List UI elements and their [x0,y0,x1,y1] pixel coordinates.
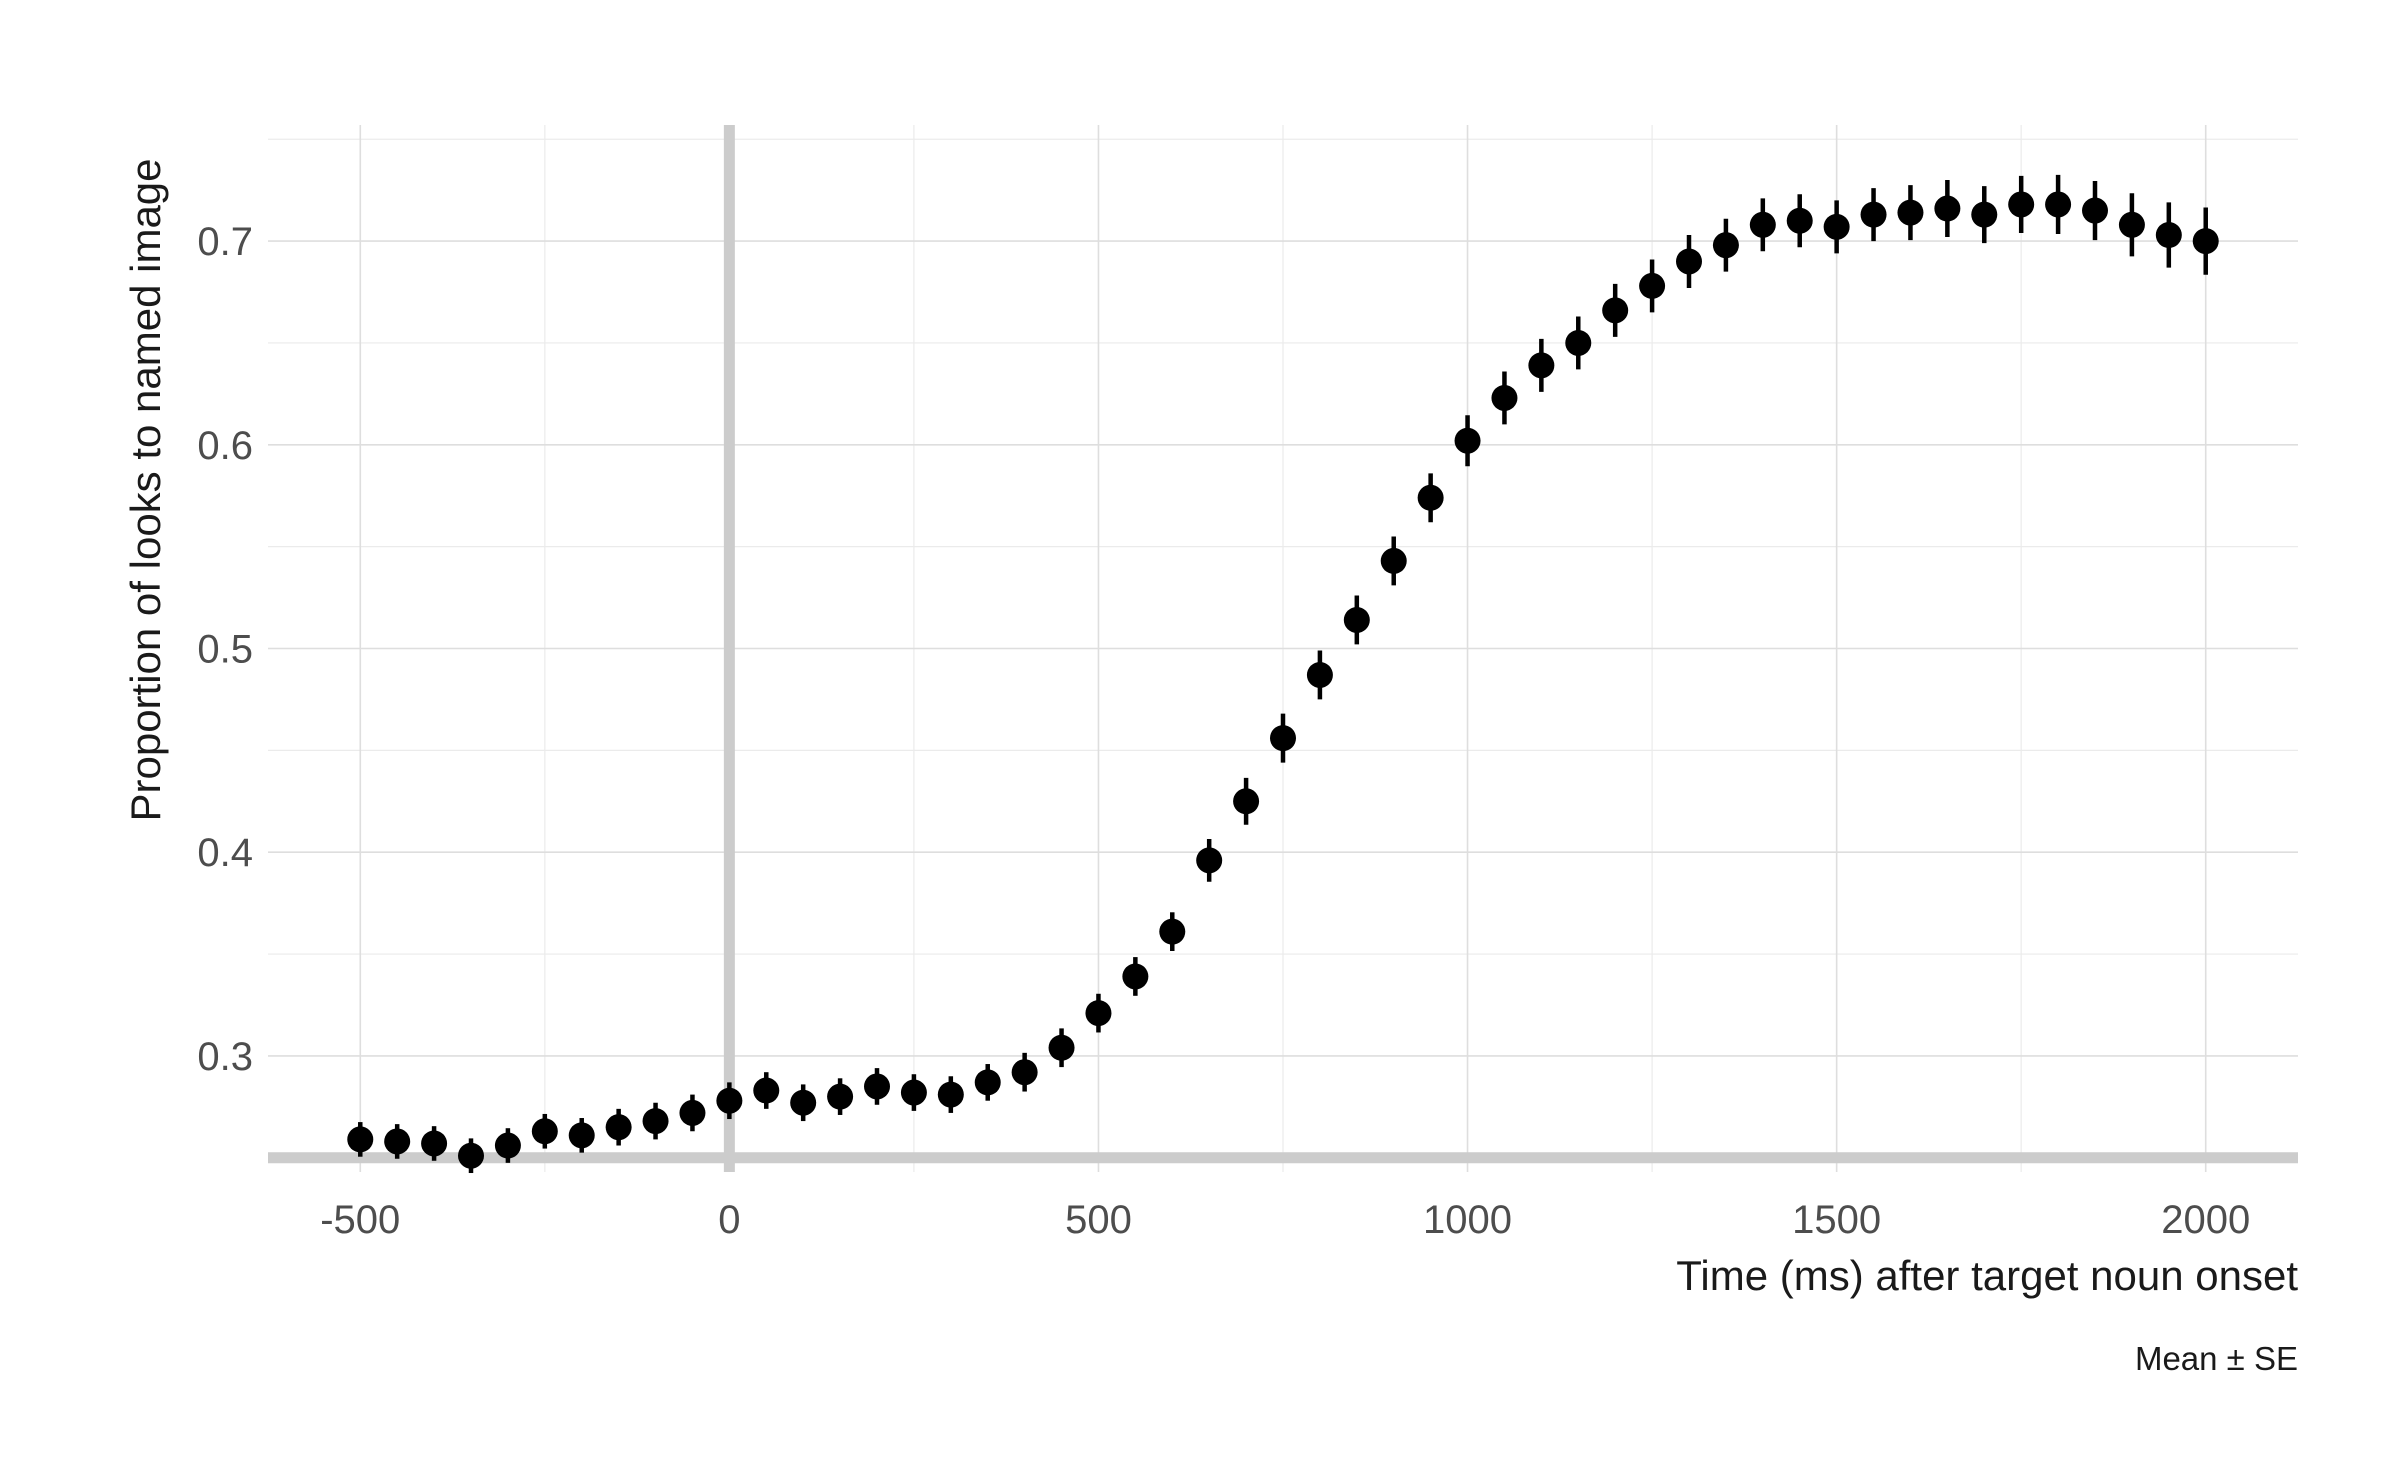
data-point [1454,427,1481,454]
data-point [1417,484,1444,511]
data-point [679,1099,706,1126]
data-point [1380,547,1407,574]
data-point [1159,918,1186,945]
data-point [568,1122,595,1149]
data-point [753,1077,780,1104]
data-point [974,1069,1001,1096]
data-point [1971,201,1998,228]
data-point [458,1142,484,1169]
data-point [1786,207,1813,234]
data-point [347,1126,374,1153]
data-points [347,174,2219,1174]
data-point [605,1114,632,1141]
data-point [2155,221,2182,248]
data-point [1528,352,1555,379]
x-tick-label: 2000 [2161,1198,2250,1242]
data-point [1602,297,1629,324]
data-point [1712,232,1739,259]
data-point [1085,1000,1112,1027]
data-point [790,1089,817,1116]
data-point [421,1130,448,1157]
reference-lines [268,125,2298,1172]
x-tick-label: -500 [320,1198,400,1242]
data-point [1860,201,1887,228]
y-tick-labels: 0.3 0.4 0.5 0.6 0.7 [197,220,253,1079]
data-point [1491,384,1518,411]
data-point [384,1128,411,1155]
data-point [716,1087,743,1114]
data-point [1233,788,1260,815]
data-point [827,1083,854,1110]
x-tick-label: 500 [1065,1198,1132,1242]
data-point [494,1132,521,1159]
data-point [531,1118,558,1145]
data-point [2192,228,2219,255]
data-point [1565,329,1592,356]
chart-caption: Mean ± SE [2135,1340,2298,1377]
data-point [1122,963,1149,990]
grid [268,125,2298,1172]
data-point [1011,1059,1038,1086]
data-point [900,1079,927,1106]
data-point [1343,606,1370,633]
y-tick-label: 0.4 [197,831,253,875]
x-tick-label: 1500 [1792,1198,1881,1242]
data-point [2008,191,2035,218]
data-point [1749,211,1776,238]
data-point [1676,248,1702,275]
y-axis-title: Proportion of looks to named image [122,158,169,821]
data-point [2082,197,2108,224]
data-point [2118,211,2145,238]
data-point [1639,272,1666,299]
data-point [1196,847,1223,874]
data-point [1934,195,1961,222]
data-point [1270,725,1296,752]
data-point [642,1108,669,1135]
y-tick-label: 0.5 [197,628,253,672]
data-point [1306,661,1333,688]
data-point [1823,213,1850,240]
x-tick-labels: -500 0 500 1000 1500 2000 [320,1198,2250,1242]
y-tick-label: 0.7 [197,220,253,264]
data-point [1897,199,1924,226]
data-point [1048,1034,1075,1061]
data-point [2045,191,2072,218]
data-point [937,1081,964,1108]
data-point [864,1073,890,1100]
y-tick-label: 0.3 [197,1035,253,1079]
x-axis-title: Time (ms) after target noun onset [1676,1252,2298,1299]
x-tick-label: 0 [718,1198,740,1242]
y-tick-label: 0.6 [197,424,253,468]
x-tick-label: 1000 [1423,1198,1512,1242]
